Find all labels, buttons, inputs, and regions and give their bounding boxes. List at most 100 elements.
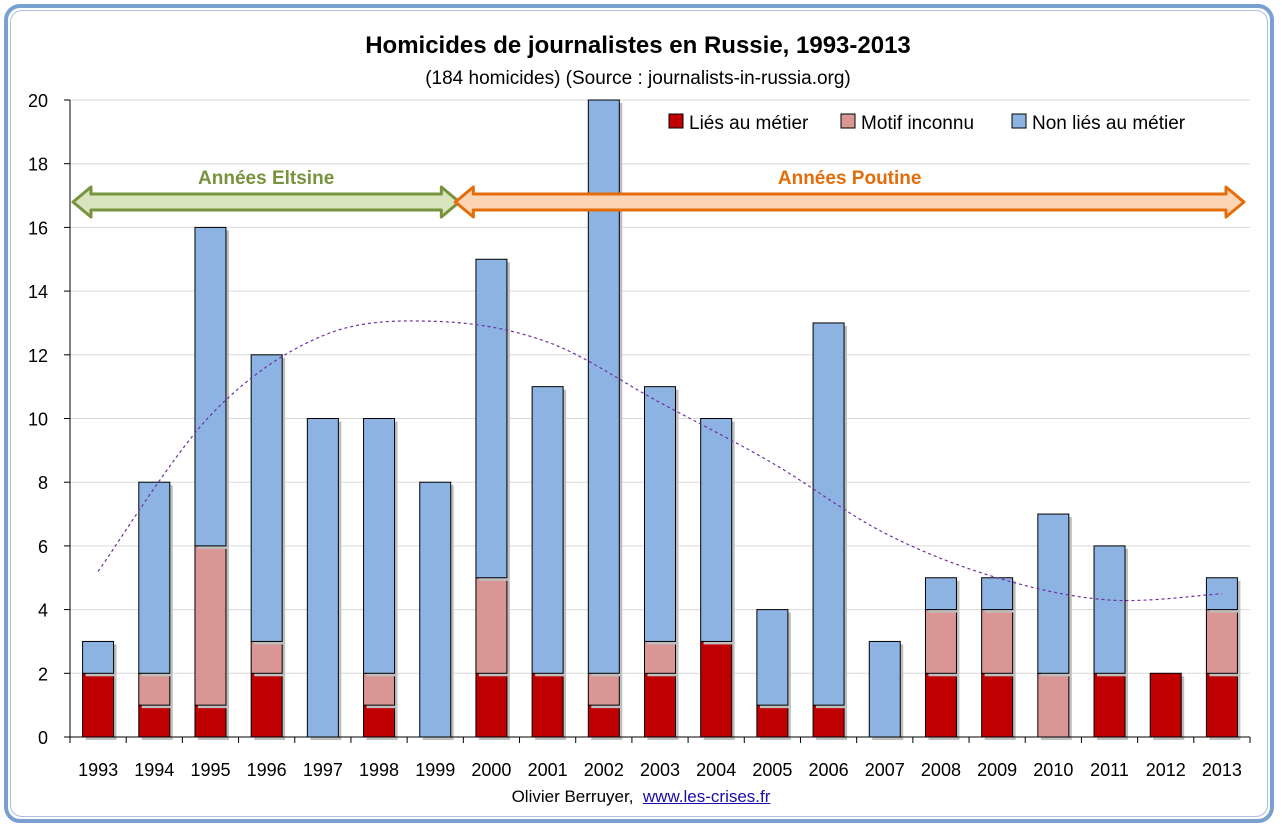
bar-segment-1994-lies (138, 704, 171, 738)
x-tick-label: 2012 (1146, 760, 1186, 780)
credit-link[interactable]: www.les-crises.fr (642, 787, 771, 806)
bar-segment-1995-non-lies (194, 226, 227, 547)
bar-segment-2012-lies (1149, 672, 1182, 738)
credit-author: Olivier Berruyer, (511, 787, 634, 806)
bar-segment-1996-lies (250, 672, 283, 738)
bar-segment-2000-non-lies (475, 258, 508, 579)
x-tick-label: 1998 (359, 760, 399, 780)
arrow-poutine (453, 185, 1246, 219)
bar-segment-2008-inconnu (924, 609, 957, 674)
chart-subtitle: (184 homicides) (Source : journalists-in… (425, 68, 851, 89)
era-label-poutine: Années Poutine (778, 168, 922, 189)
legend-swatch (1011, 113, 1027, 129)
bar-segment-2007-non-lies (868, 640, 901, 738)
bar-segment-1998-non-lies (363, 418, 396, 674)
bar-segment-2001-lies (531, 672, 564, 738)
x-tick-label: 2003 (640, 760, 680, 780)
x-tick-label: 2008 (921, 760, 961, 780)
trendline (97, 320, 1222, 602)
bar-segment-2002-inconnu (587, 672, 620, 706)
x-tick-label: 1995 (190, 760, 230, 780)
y-tick-label: 0 (38, 728, 48, 748)
bar-segment-2000-lies (475, 672, 508, 738)
bar-segment-2006-non-lies (812, 322, 845, 706)
bar-segment-2011-non-lies (1093, 545, 1126, 674)
y-tick-label: 10 (28, 410, 48, 430)
bar-segment-1995-lies (194, 704, 227, 738)
x-tick-label: 1993 (78, 760, 118, 780)
y-tick-label: 14 (28, 282, 48, 302)
x-tick-label: 2010 (1033, 760, 1073, 780)
era-label-eltsine: Années Eltsine (198, 168, 334, 189)
bar-segment-2013-inconnu (1205, 609, 1238, 674)
chart-title: Homicides de journalistes en Russie, 199… (365, 32, 911, 59)
bar-segment-2003-non-lies (644, 386, 676, 642)
x-tick-label: 2011 (1090, 760, 1129, 780)
y-tick-label: 18 (28, 155, 48, 175)
y-tick-label: 2 (38, 664, 48, 684)
bar-segment-2010-non-lies (1037, 513, 1070, 674)
trendline-path (97, 320, 1222, 602)
bar-segment-2002-lies (587, 704, 620, 738)
x-tick-label: 2007 (865, 760, 905, 780)
bar-segment-2011-lies (1093, 672, 1126, 738)
legend-label: Motif inconnu (861, 113, 974, 134)
y-tick-label: 20 (28, 91, 48, 111)
bar-segment-2004-lies (700, 640, 733, 738)
era-annotations: Années Eltsine Années Poutine (71, 168, 1246, 219)
bar-segment-2009-non-lies (981, 577, 1014, 611)
bar-segment-2006-lies (812, 704, 845, 738)
bar-segment-1998-lies (363, 704, 396, 738)
x-tick-label: 2009 (977, 760, 1017, 780)
bar-segment-2008-lies (924, 672, 957, 738)
x-tick-label: 2006 (809, 760, 849, 780)
arrow-eltsine (71, 185, 461, 219)
bar-segment-2008-non-lies (924, 577, 957, 611)
bar-segment-2000-inconnu (475, 577, 508, 674)
legend-label: Liés au métier (689, 113, 809, 134)
x-tick-label: 1994 (134, 760, 174, 780)
bar-segment-2002-non-lies (587, 99, 620, 674)
y-axis: 0 2 4 6 8 10 12 14 16 18 20 (28, 91, 71, 748)
x-tick-label: 2005 (752, 760, 792, 780)
y-tick-label: 12 (28, 346, 48, 366)
legend-swatch (668, 113, 684, 129)
chart-frame-inner (10, 10, 1268, 817)
bar-segment-1995-inconnu (194, 545, 227, 706)
bar-segment-1996-non-lies (250, 354, 283, 642)
bar-segment-1994-non-lies (138, 481, 171, 674)
bar-segment-2005-lies (756, 704, 789, 738)
legend: Liés au métier Motif inconnu Non liés au m… (668, 113, 1186, 134)
bar-segment-2009-lies (981, 672, 1014, 738)
bar-segment-2010-inconnu (1037, 672, 1070, 738)
x-tick-label: 1996 (247, 760, 287, 780)
x-tick-label: 1997 (303, 760, 343, 780)
x-tick-label: 2002 (584, 760, 624, 780)
bar-segment-1994-inconnu (138, 672, 171, 706)
x-tick-label: 2000 (471, 760, 511, 780)
y-tick-label: 4 (38, 601, 48, 621)
bar-segment-1998-inconnu (363, 672, 396, 706)
bar-segment-1993-lies (82, 672, 115, 738)
bar-segment-1993-non-lies (82, 640, 115, 674)
bar-segment-2004-non-lies (700, 418, 733, 642)
y-tick-label: 8 (38, 473, 48, 493)
bar-segment-2003-lies (644, 672, 676, 738)
bar-segment-2001-non-lies (531, 386, 564, 674)
bar-segment-2005-non-lies (756, 609, 789, 706)
credit-line: Olivier Berruyer, www.les-crises.fr (0, 787, 1282, 807)
bar-segment-2013-lies (1205, 672, 1238, 738)
y-tick-label: 6 (38, 537, 48, 557)
x-axis: 1993 1994 1995 1996 1997 1998 1999 2000 2001 2002… (69, 736, 1251, 780)
bar-segment-2013-non-lies (1205, 577, 1238, 611)
legend-label: Non liés au métier (1032, 113, 1186, 134)
bar-segment-1997-non-lies (306, 418, 339, 738)
y-tick-label: 16 (28, 218, 48, 238)
x-tick-label: 1999 (415, 760, 455, 780)
bar-segment-2009-inconnu (981, 609, 1014, 674)
bar-segment-2003-inconnu (644, 640, 676, 674)
x-tick-label: 2004 (696, 760, 736, 780)
bar-segment-1996-inconnu (250, 640, 283, 674)
bar-segment-1999-non-lies (419, 481, 452, 738)
